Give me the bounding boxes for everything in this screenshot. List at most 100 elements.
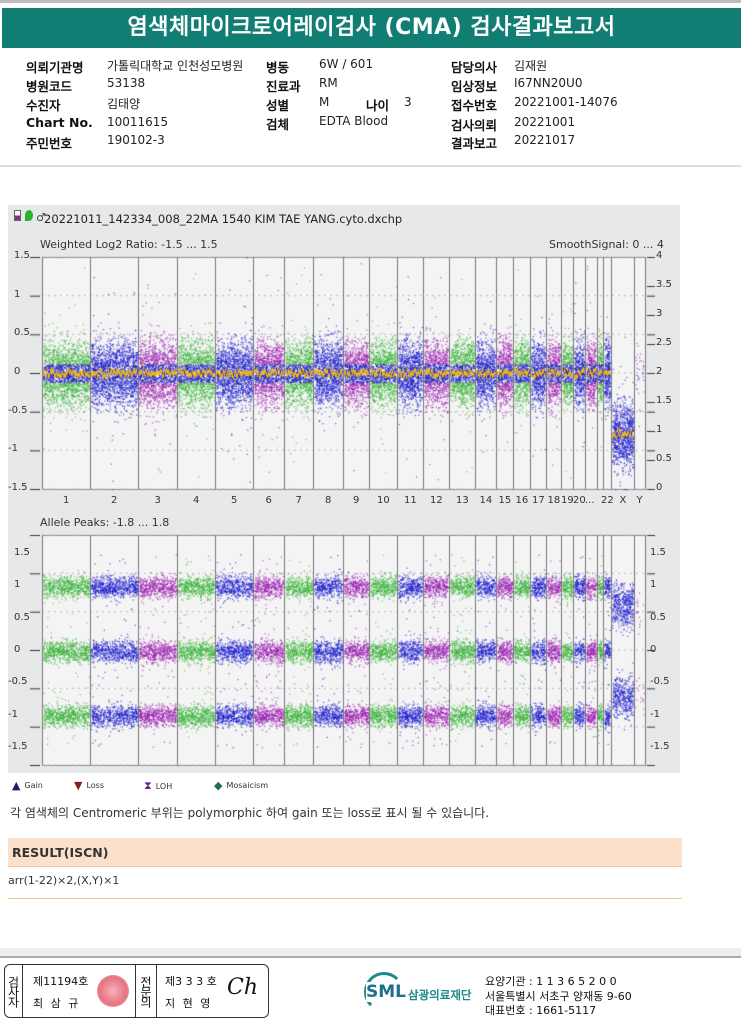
male-icon: ♂ xyxy=(36,211,46,224)
log2-ratio-label: Weighted Log2 Ratio: -1.5 ... 1.5 xyxy=(40,238,218,251)
hospital-code-label: 병원코드 xyxy=(26,79,73,94)
y2-tick-label: 0.5 xyxy=(656,453,672,464)
y2-tick-label: 1 xyxy=(656,424,663,435)
mosaicism-icon: ◆ xyxy=(214,779,223,792)
doctor-value: 김재원 xyxy=(514,59,548,73)
doctor-label: 담당의사 xyxy=(451,60,498,75)
result-header: RESULT(ISCN) xyxy=(8,838,682,867)
institution-label: 의뢰기관명 xyxy=(26,60,84,75)
y-tick-label: 1 xyxy=(14,579,21,591)
y-tick-label-right: 1.5 xyxy=(650,547,666,558)
legend-label: Loss xyxy=(86,781,105,790)
sex-label: 성별 xyxy=(266,98,290,113)
file-icons: ♂ xyxy=(14,210,46,224)
sex-value: M xyxy=(319,95,330,109)
y-tick-label: 1.5 xyxy=(14,250,30,261)
x-tick-label: 20 xyxy=(573,495,586,506)
chart-value: 10011615 xyxy=(107,115,169,129)
specialist-number: 제3 3 3 호 xyxy=(165,975,217,988)
top-border xyxy=(0,0,741,3)
legend-mosaicism: ◆ Mosaicism xyxy=(214,779,268,792)
report-date-label: 결과보고 xyxy=(451,136,498,151)
result-iscn: arr(1-22)×2,(X,Y)×1 xyxy=(8,874,120,887)
y-tick-label: 1 xyxy=(14,288,21,300)
report-title: 염색체마이크로어레이검사 (CMA) 검사결과보고서 xyxy=(2,8,741,48)
y-tick-label: -1 xyxy=(8,443,18,455)
x-tick-label: 15 xyxy=(498,495,512,506)
y2-tick-label: 4 xyxy=(656,250,663,261)
seal-stamp xyxy=(97,975,129,1007)
x-tick-label: X xyxy=(619,495,627,506)
ward-label: 병동 xyxy=(266,60,290,75)
y-tick-label-right: 0 xyxy=(650,644,657,655)
loss-icon: ▼ xyxy=(74,779,83,792)
id-label: 주민번호 xyxy=(26,136,73,151)
x-tick-label: 12 xyxy=(430,495,443,506)
y-tick-label-right: 1 xyxy=(650,579,657,591)
smooth-signal-label: SmoothSignal: 0 ... 4 xyxy=(549,238,664,251)
y-tick-label: 0 xyxy=(14,366,21,377)
x-tick-label: 10 xyxy=(377,495,390,506)
divider xyxy=(0,165,741,167)
legend-loh: ⧗ LOH xyxy=(144,779,172,793)
org-code: 요양기관 : 1 1 3 6 5 2 0 0 xyxy=(485,975,617,988)
y2-tick-label: 2 xyxy=(656,366,663,377)
examiner-label: 검사자 xyxy=(5,965,23,1017)
specialist-label: 전문의 xyxy=(135,965,157,1017)
x-tick-label: 7 xyxy=(295,495,302,506)
y-tick-label: 0.5 xyxy=(14,327,30,339)
y-tick-label: -0.5 xyxy=(8,676,28,688)
sml-logo-text: SML xyxy=(366,982,406,1002)
ward-value: 6W / 601 xyxy=(319,57,374,71)
specimen-label: 검체 xyxy=(266,117,290,132)
patient-value: 김태양 xyxy=(107,97,141,111)
leaf-icon xyxy=(24,210,33,221)
allele-peaks-label: Allele Peaks: -1.8 ... 1.8 xyxy=(40,516,170,529)
x-tick-label: 8 xyxy=(325,495,332,506)
y-tick-label-right: 0.5 xyxy=(650,611,666,623)
age-label: 나이 xyxy=(366,98,390,113)
loh-icon: ⧗ xyxy=(144,779,152,792)
institution-value: 가톨릭대학교 인천성모병원 xyxy=(107,59,244,73)
legend-label: Gain xyxy=(24,781,43,790)
chip-icon xyxy=(14,210,21,221)
examiner-number: 제11194호 xyxy=(33,975,89,988)
age-value: 3 xyxy=(404,95,412,109)
receipt-label: 접수번호 xyxy=(451,98,498,113)
id-value: 190102-3 xyxy=(107,133,165,147)
chart-label: Chart No. xyxy=(26,115,93,130)
report-date-value: 20221017 xyxy=(514,133,576,147)
x-tick-label: 1 xyxy=(63,495,70,506)
hospital-code-value: 53138 xyxy=(107,76,146,90)
legend-gain: ▲ Gain xyxy=(12,779,43,792)
specimen-value: EDTA Blood xyxy=(319,114,389,128)
y-tick-label: -1.5 xyxy=(8,741,28,752)
file-name: 20221011_142334_008_22MA 1540 KIM TAE YA… xyxy=(44,212,403,226)
x-tick-label: 2 xyxy=(111,495,118,506)
y2-tick-label: 3.5 xyxy=(656,279,672,290)
specialist-name: 지 현 영 xyxy=(165,997,213,1010)
receipt-value: 20221001-14076 xyxy=(514,95,618,109)
x-tick-label: 3 xyxy=(154,495,161,506)
y-tick-label: -1.5 xyxy=(8,482,28,493)
x-tick-label: 11 xyxy=(404,495,417,506)
x-tick-label: 9 xyxy=(353,495,360,506)
y-tick-label: 0 xyxy=(14,644,21,655)
x-tick-label: 14 xyxy=(479,495,493,506)
clinical-value: I67NN20U0 xyxy=(514,76,583,90)
org-name: 삼광의료재단 xyxy=(408,988,472,1002)
y2-tick-label: 3 xyxy=(656,308,663,319)
y2-tick-label: 0 xyxy=(656,482,663,493)
dept-value: RM xyxy=(319,76,338,90)
sml-logo xyxy=(364,972,404,1012)
y-tick-label: -1 xyxy=(8,708,18,720)
x-tick-label: 18 xyxy=(547,495,561,506)
result-divider xyxy=(8,898,682,899)
y-tick-label-right: -1.5 xyxy=(650,741,670,752)
examiner-name: 최 삼 규 xyxy=(33,997,81,1010)
y2-tick-label: 2.5 xyxy=(656,337,672,348)
y-tick-label-right: -0.5 xyxy=(650,676,670,688)
org-address: 서울특별시 서초구 양재동 9-60 xyxy=(485,990,632,1003)
y2-tick-label: 1.5 xyxy=(656,395,672,406)
y-tick-label: 1.5 xyxy=(14,547,30,558)
